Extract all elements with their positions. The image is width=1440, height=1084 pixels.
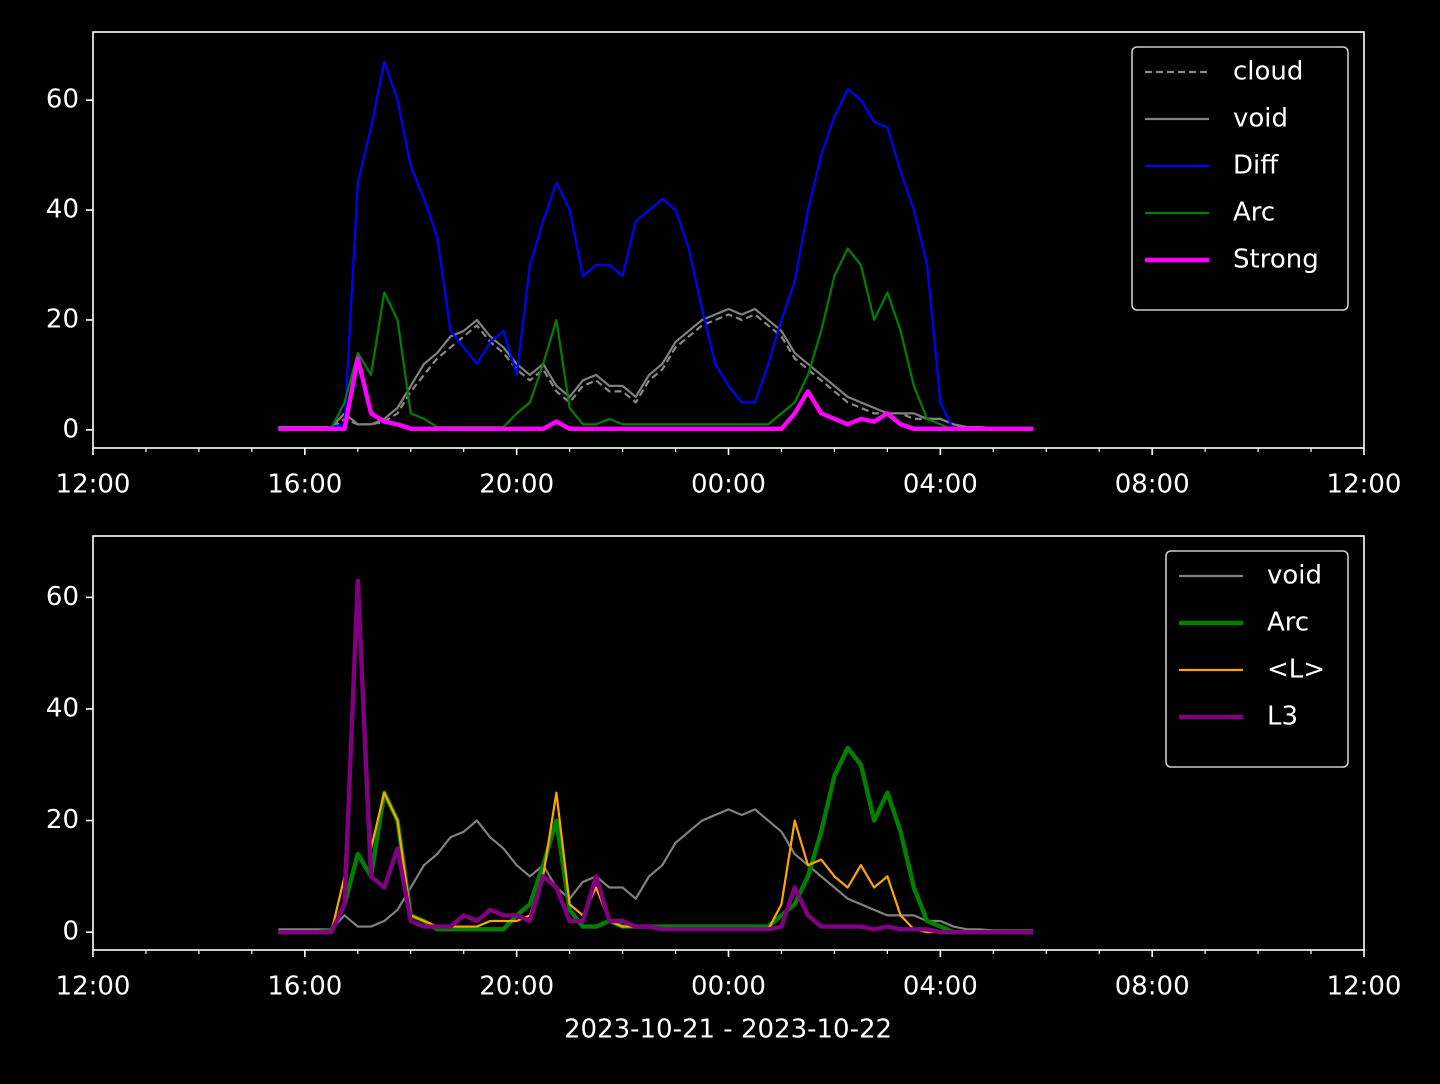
legend-label: Arc xyxy=(1267,608,1309,638)
x-axis-label: 2023-10-21 - 2023-10-22 xyxy=(564,1015,892,1045)
series-line xyxy=(278,247,1034,431)
axes-frame xyxy=(92,31,1365,449)
x-tick-label: 12:00 xyxy=(1327,470,1402,500)
series-line xyxy=(278,313,1034,430)
legend-label: cloud xyxy=(1233,57,1303,87)
axes-frame xyxy=(92,535,1365,951)
legend-box xyxy=(1131,46,1349,311)
series-line xyxy=(278,356,1034,431)
legend-label: Strong xyxy=(1233,245,1319,275)
series-line xyxy=(278,60,1034,431)
y-tick-label: 0 xyxy=(62,917,79,947)
legend-label: void xyxy=(1267,561,1322,591)
series-line xyxy=(278,578,1034,935)
x-tick-label: 12:00 xyxy=(56,972,131,1002)
series-line xyxy=(278,307,1034,430)
x-tick-label: 20:00 xyxy=(479,470,554,500)
y-tick-label: 60 xyxy=(46,85,79,115)
y-tick-label: 20 xyxy=(46,805,79,835)
legend-label: L3 xyxy=(1267,702,1298,732)
x-tick-label: 04:00 xyxy=(903,470,978,500)
y-tick-label: 40 xyxy=(46,693,79,723)
y-tick-label: 60 xyxy=(46,582,79,612)
legend-box xyxy=(1165,550,1349,768)
x-tick-label: 00:00 xyxy=(691,470,766,500)
legend-label: Diff xyxy=(1233,151,1279,181)
x-tick-label: 00:00 xyxy=(691,972,766,1002)
x-tick-label: 16:00 xyxy=(267,470,342,500)
y-tick-label: 20 xyxy=(46,304,79,334)
x-tick-label: 08:00 xyxy=(1115,972,1190,1002)
y-tick-label: 0 xyxy=(62,414,79,444)
x-tick-label: 16:00 xyxy=(267,972,342,1002)
x-tick-label: 04:00 xyxy=(903,972,978,1002)
x-tick-label: 12:00 xyxy=(56,470,131,500)
legend-label: Arc xyxy=(1233,198,1275,228)
legend-label: <L> xyxy=(1267,655,1325,685)
y-tick-label: 40 xyxy=(46,195,79,225)
series-line xyxy=(278,808,1034,932)
x-tick-label: 20:00 xyxy=(479,972,554,1002)
legend-label: void xyxy=(1233,104,1288,134)
x-tick-label: 08:00 xyxy=(1115,470,1190,500)
x-tick-label: 12:00 xyxy=(1327,972,1402,1002)
